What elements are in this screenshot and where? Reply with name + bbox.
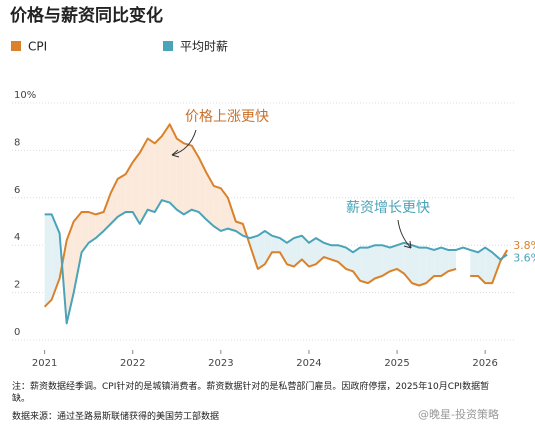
value-label: 3.6% [513,252,535,265]
gap-shade [88,212,96,243]
gap-shade [161,124,170,203]
y-tick-label: 8 [14,137,20,148]
gap-shade [81,212,89,253]
gap-shade [147,138,155,213]
gap-shade [390,245,398,272]
gap-shade [103,193,111,231]
y-tick-label: 10% [14,90,36,101]
y-tick-label: 6 [14,185,20,196]
gap-shade [183,143,192,215]
annotation-arrow [403,240,412,249]
x-tick-label: 2021 [32,358,57,369]
gap-shade [220,188,228,231]
gap-shade [330,245,339,262]
x-tick-label: 2024 [296,358,321,369]
gap-shade [382,245,391,277]
gap-shade [44,214,52,307]
gap-shade [176,138,184,215]
chart-title: 价格与薪资同比变化 [10,5,163,26]
legend-label: CPI [28,40,47,54]
source: 数据来源：通过圣路易斯联储获得的美国劳工部数据 [12,412,220,422]
gap-shade [308,238,316,267]
gap-shade [404,242,413,284]
gap-shade [419,247,427,286]
y-tick-label: 2 [14,280,20,291]
gap-shade [323,242,331,260]
y-tick-label: 0 [14,327,20,338]
gap-shade [434,247,442,277]
x-tick-label: 2023 [208,358,233,369]
annotation-arrow [171,129,197,156]
annotation: 价格上涨更快 [185,109,269,125]
gap-shade [205,171,214,227]
annotation-arrow [171,149,180,158]
gap-shade [397,242,405,274]
gap-shade [51,214,60,300]
chart: 价格与薪资同比变化 CPI 平均时薪 0 2 4 6 8 10% 2021 2022 2023 2… [10,5,535,369]
plot: 0 2 4 6 8 10% 2021 2022 2023 2024 2025 2026 3.8%3.6% [12,90,535,369]
legend-swatch [11,41,21,51]
legend-label: 平均时薪 [180,40,228,54]
gap-shade [426,247,435,284]
gap-shade [271,235,280,253]
gap-shade [154,136,162,213]
gap-shade [169,124,177,210]
gap-shade [132,152,140,224]
gap-shade [198,157,206,220]
gap-shade [191,145,199,213]
x-tick-label: 2022 [120,358,145,369]
legend-swatch [163,41,173,51]
gap-shade [470,249,479,277]
gap-shade [293,235,302,267]
gap-shade [73,212,82,293]
gap-shade [213,185,221,231]
gap-shade [301,235,309,267]
gap-shade [448,249,457,272]
gap-shade [139,138,148,224]
gap-shade [412,245,420,286]
gap-shade [264,230,272,265]
watermark: @晚星-投资策略 [418,408,499,421]
gap-shade [257,230,265,269]
x-tick-label: 2025 [384,358,409,369]
value-label: 3.8% [513,239,535,252]
annotation: 薪资增长更快 [346,200,430,216]
gap-shade [286,238,294,267]
gap-shade [478,247,486,284]
annotation-arrow [397,219,412,249]
note: 注：薪资数据经季调。CPI针对的是城镇消费者。薪资数据针对的是私营部门雇员。因政… [12,382,490,404]
gap-shade [279,238,287,265]
gap-shade [345,247,353,272]
series-line [44,199,508,325]
gap-shade [375,245,383,279]
gap-shade [360,247,368,284]
gap-shade [117,174,126,217]
gap-shade [367,245,376,284]
x-tick-label: 2026 [472,358,497,369]
gap-shade [125,162,133,213]
gap-shade [485,247,493,284]
gap-shade [235,221,243,236]
gap-shade [441,247,449,277]
y-tick-label: 4 [14,232,20,243]
